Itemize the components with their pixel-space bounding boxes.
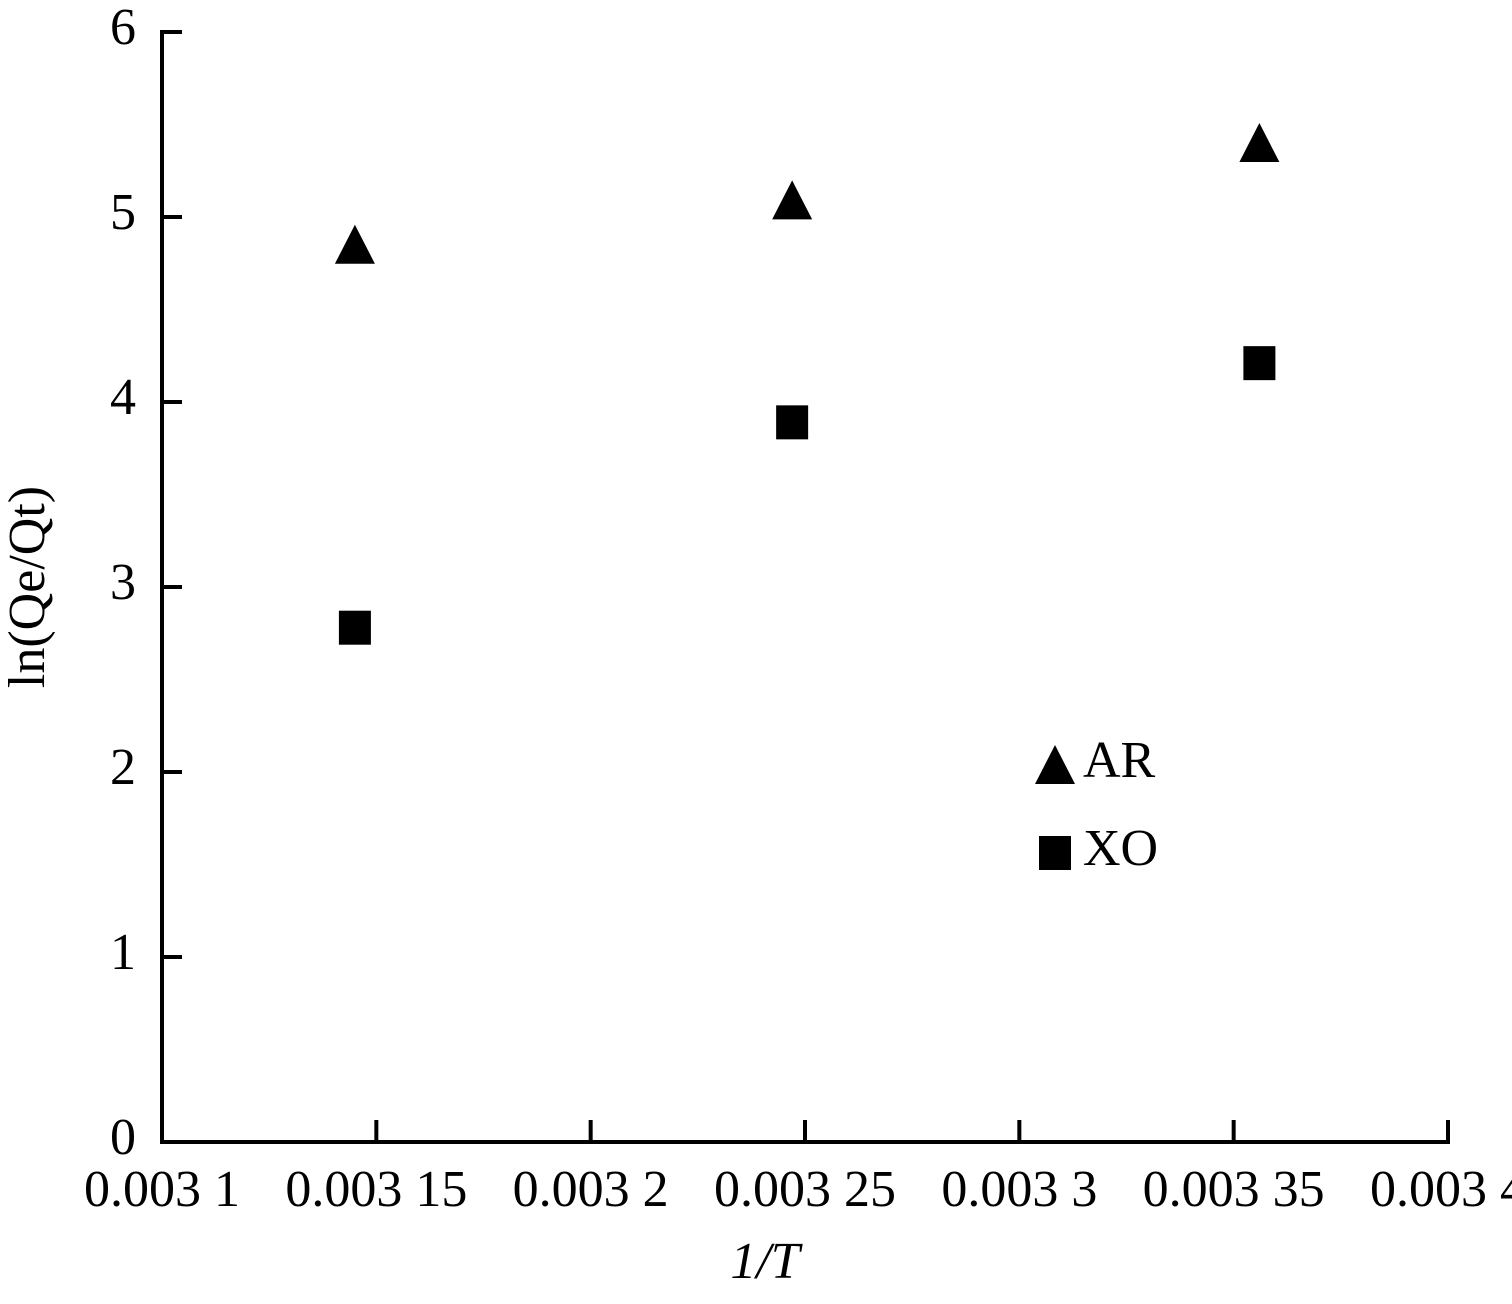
x-tick-label: 0.003 3 <box>941 1161 1097 1218</box>
y-tick-label: 0 <box>110 1109 136 1166</box>
data-point <box>338 610 371 645</box>
y-tick-label: 3 <box>110 554 136 611</box>
legend-label: XO <box>1083 820 1158 877</box>
data-point <box>334 224 375 264</box>
data-point <box>772 180 813 220</box>
data-point <box>1243 346 1276 381</box>
y-axis-label: ln(Qe/Qt) <box>0 486 56 688</box>
y-tick-label: 1 <box>110 924 136 981</box>
x-tick-label: 0.003 4 <box>1370 1161 1512 1218</box>
x-tick-label: 0.003 25 <box>714 1161 896 1218</box>
legend-label: AR <box>1083 732 1156 789</box>
y-tick-label: 4 <box>110 369 136 426</box>
y-tick-label: 5 <box>110 184 136 241</box>
data-point <box>1239 123 1280 162</box>
legend-marker <box>1039 836 1071 870</box>
legend-marker <box>1035 745 1075 784</box>
y-tick-label: 2 <box>110 739 136 796</box>
y-tick-label: 6 <box>110 0 136 56</box>
x-tick-label: 0.003 35 <box>1143 1161 1325 1218</box>
data-point <box>776 405 809 440</box>
x-axis-label: 1/T <box>730 1233 802 1290</box>
x-tick-label: 0.003 15 <box>285 1161 467 1218</box>
x-tick-label: 0.003 1 <box>84 1161 240 1218</box>
x-tick-label: 0.003 2 <box>513 1161 669 1218</box>
